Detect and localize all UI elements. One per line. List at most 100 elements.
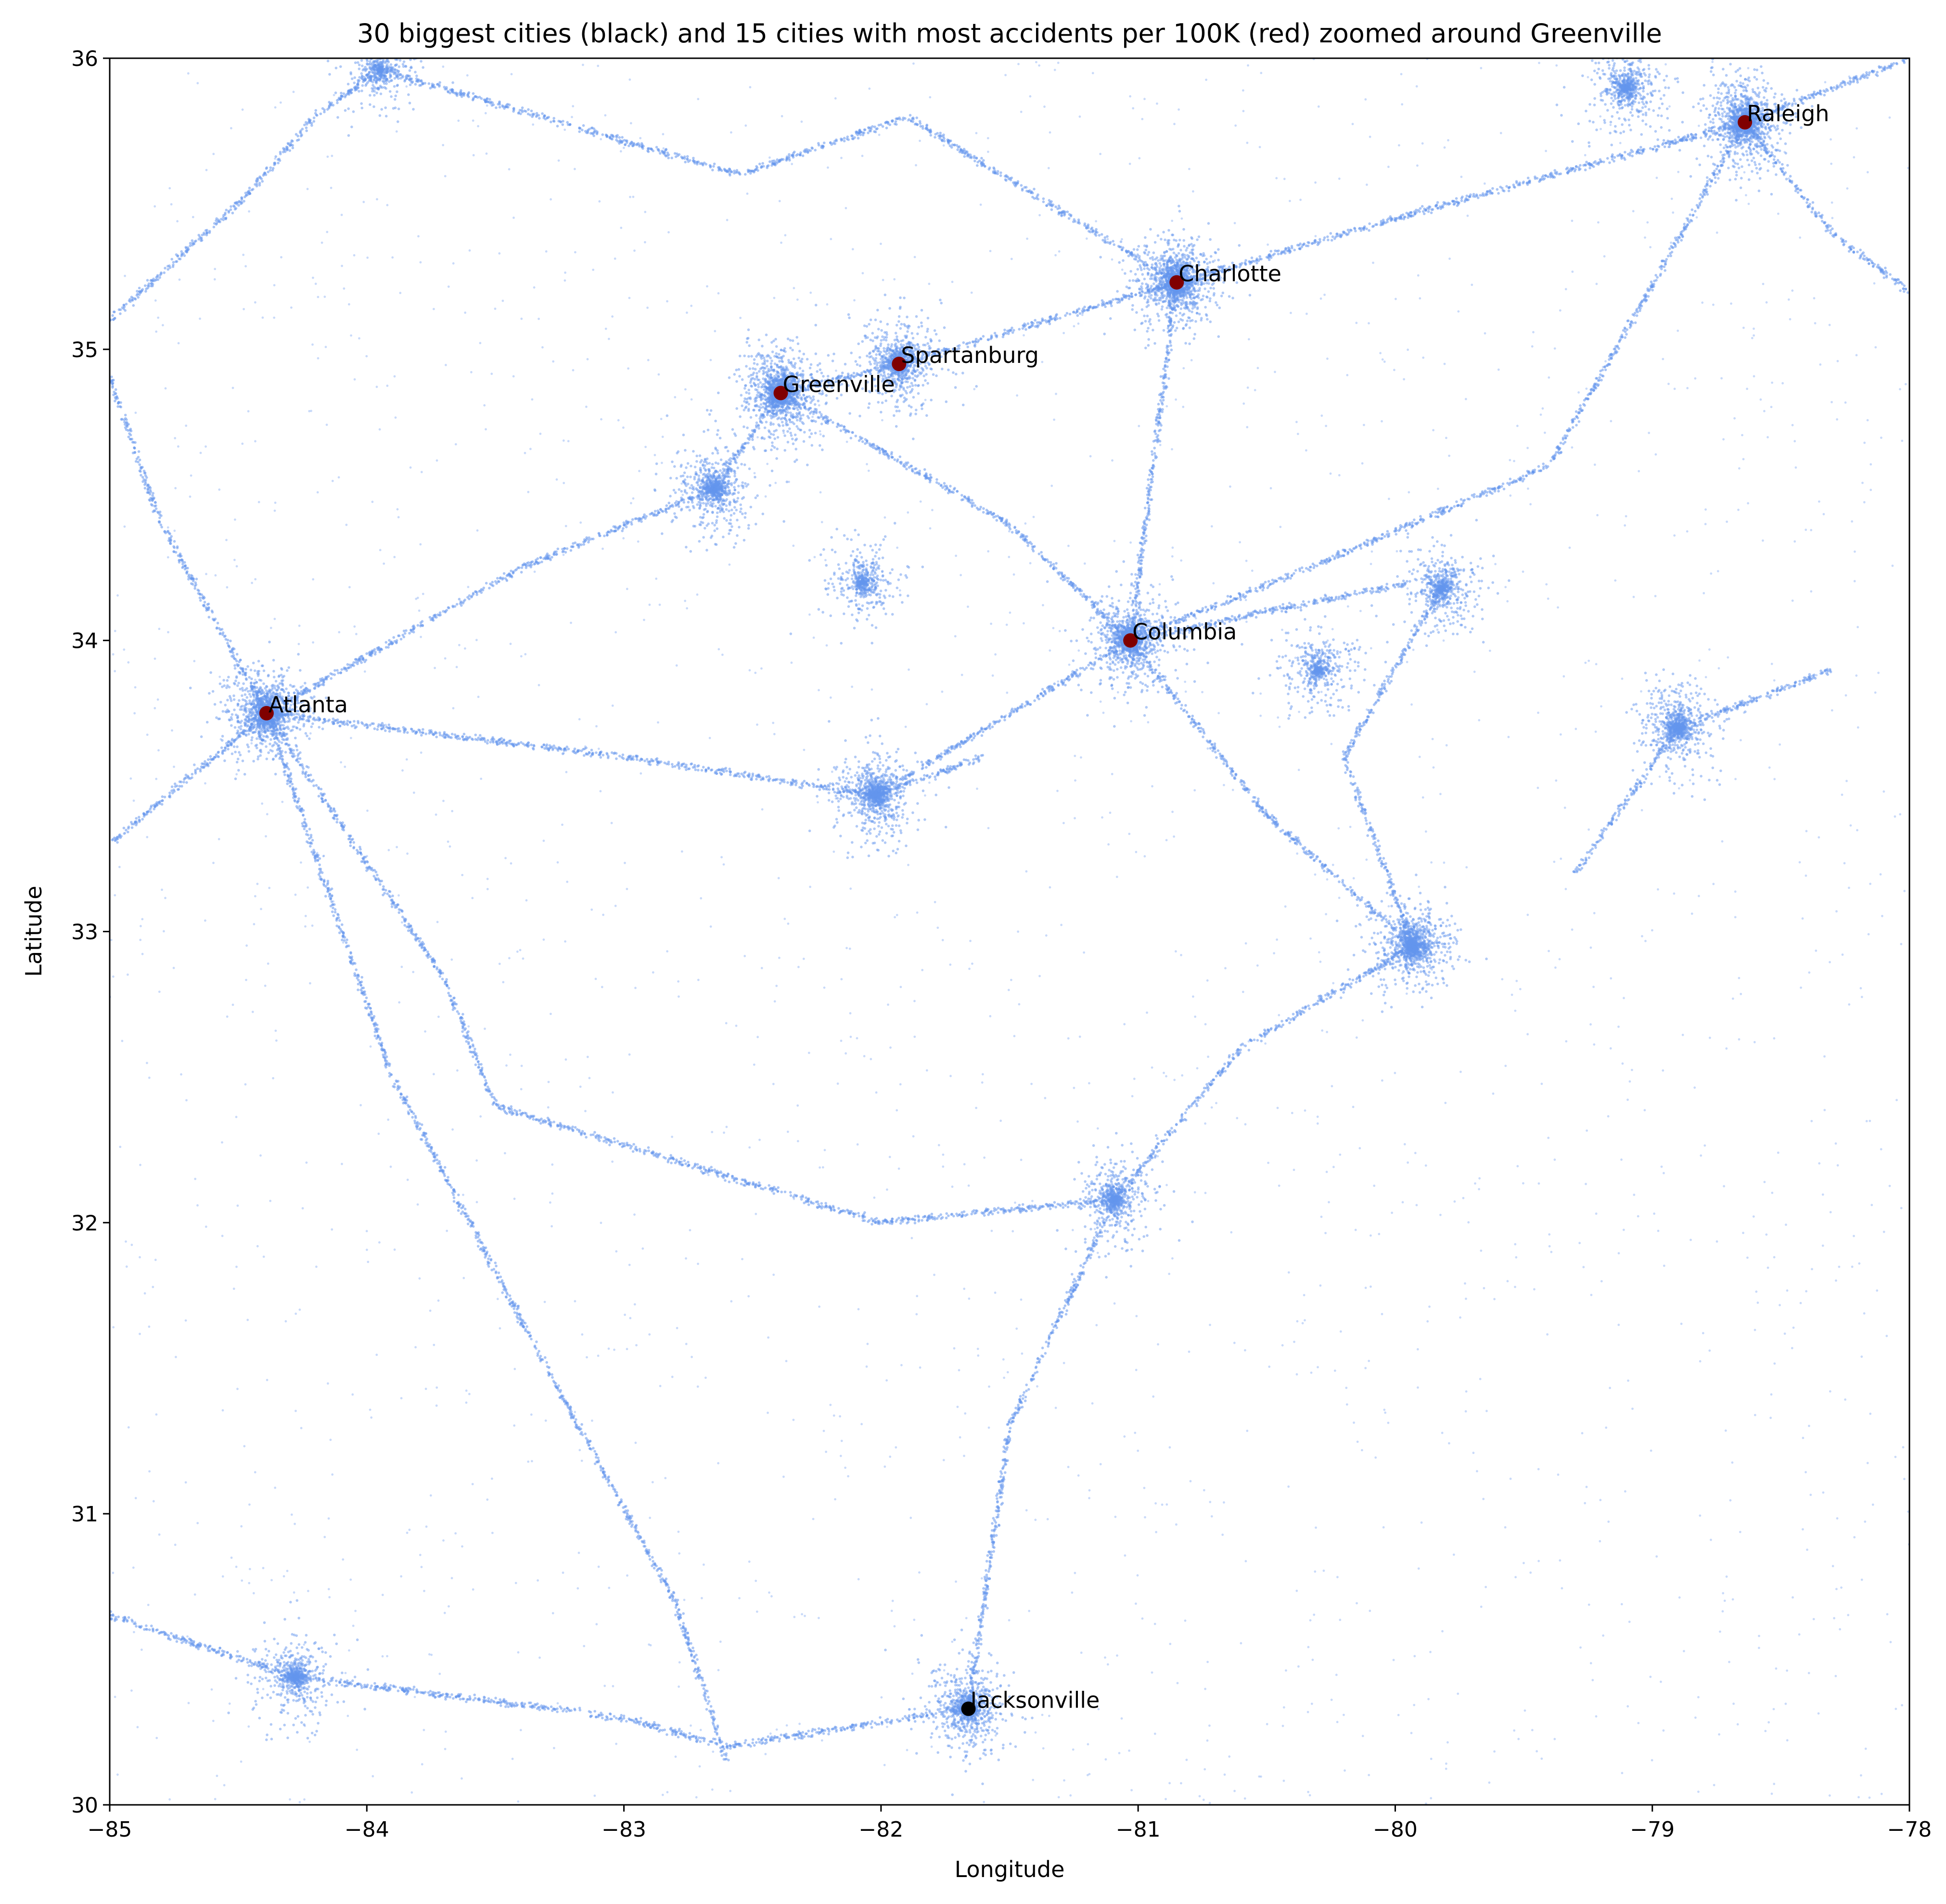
- accident-point: [1246, 426, 1248, 428]
- accident-point: [924, 794, 926, 797]
- accident-point: [256, 883, 259, 885]
- accident-point: [749, 669, 751, 671]
- accident-point: [395, 642, 398, 644]
- accident-point: [1610, 1047, 1612, 1050]
- accident-point: [485, 582, 488, 585]
- accident-point: [273, 317, 275, 319]
- accident-point: [539, 433, 542, 435]
- accident-point: [465, 1402, 468, 1404]
- accident-point: [185, 1319, 187, 1322]
- accident-point: [773, 733, 776, 735]
- accident-point: [1689, 138, 1691, 141]
- accident-point: [1889, 116, 1891, 119]
- accident-point: [1468, 195, 1471, 198]
- accident-point: [1173, 1079, 1176, 1081]
- accident-point: [887, 1003, 889, 1006]
- accident-point: [1882, 790, 1885, 793]
- accident-point: [990, 335, 993, 338]
- accident-point: [305, 127, 308, 129]
- accident-point: [171, 729, 173, 732]
- accident-point: [909, 1517, 912, 1519]
- accident-point: [1473, 670, 1476, 673]
- accident-point: [861, 155, 864, 157]
- accident-point: [911, 1672, 914, 1675]
- accident-point: [1609, 1387, 1611, 1389]
- accident-point: [1511, 994, 1513, 996]
- accident-point: [1876, 1289, 1878, 1292]
- accident-point: [545, 1419, 547, 1422]
- accident-point: [768, 160, 771, 163]
- accident-point: [1549, 176, 1552, 179]
- accident-point: [1049, 649, 1051, 652]
- accident-point: [1515, 1256, 1517, 1259]
- accident-point: [840, 978, 843, 980]
- accident-point: [608, 338, 610, 340]
- accident-point: [1569, 547, 1571, 549]
- accident-point: [907, 511, 909, 514]
- accident-point: [743, 955, 746, 957]
- accident-point: [1104, 306, 1107, 309]
- accident-point: [568, 123, 571, 126]
- accident-point: [1677, 136, 1680, 139]
- accident-point: [1829, 1390, 1831, 1393]
- accident-point: [1305, 449, 1307, 451]
- accident-point: [877, 367, 880, 370]
- accident-point: [477, 696, 480, 698]
- accident-point: [1165, 1184, 1168, 1186]
- accident-point: [1362, 229, 1365, 232]
- accident-point: [804, 1615, 806, 1617]
- accident-point: [1144, 855, 1146, 858]
- accident-point: [205, 169, 208, 171]
- accident-point: [851, 135, 854, 138]
- accident-point: [1144, 292, 1147, 295]
- accident-point: [1064, 314, 1067, 317]
- accident-point: [627, 144, 630, 147]
- accident-point: [283, 1575, 285, 1578]
- accident-point: [839, 1415, 841, 1417]
- accident-point: [347, 91, 350, 94]
- accident-point: [1680, 1323, 1683, 1325]
- accident-point: [664, 1477, 666, 1479]
- accident-point: [818, 1306, 820, 1308]
- accident-point: [303, 1798, 306, 1801]
- accident-point: [1775, 1667, 1778, 1670]
- accident-point: [306, 1161, 308, 1164]
- accident-point: [1137, 1574, 1139, 1577]
- accident-point: [1542, 174, 1545, 177]
- accident-point: [1123, 1435, 1126, 1438]
- accident-point: [122, 304, 125, 307]
- accident-point: [1496, 188, 1499, 191]
- accident-point: [837, 1082, 839, 1085]
- accident-point: [1297, 1665, 1300, 1668]
- accident-point: [1036, 321, 1039, 324]
- accident-point: [995, 334, 998, 337]
- accident-point: [642, 515, 645, 518]
- accident-point: [353, 254, 356, 257]
- accident-point: [665, 148, 667, 151]
- accident-point: [1624, 524, 1626, 527]
- accident-point: [834, 97, 837, 100]
- accident-point: [293, 1591, 295, 1594]
- accident-point: [1848, 1003, 1850, 1006]
- accident-point: [1206, 1739, 1209, 1742]
- accident-point: [445, 1731, 447, 1733]
- accident-point: [830, 696, 832, 699]
- accident-point: [1382, 359, 1384, 361]
- accident-point: [1441, 1630, 1444, 1633]
- accident-point: [1443, 640, 1445, 642]
- accident-point: [196, 82, 199, 84]
- accident-point: [1434, 205, 1437, 207]
- accident-point: [1895, 1099, 1898, 1101]
- accident-point: [352, 664, 355, 667]
- accident-point: [1465, 1410, 1467, 1413]
- accident-point: [245, 979, 247, 981]
- accident-point: [1232, 789, 1234, 791]
- accident-point: [1848, 887, 1850, 889]
- accident-point: [1410, 703, 1413, 706]
- accident-point: [553, 1747, 555, 1750]
- accident-point: [157, 749, 160, 752]
- accident-point: [1384, 1412, 1386, 1414]
- accident-point: [926, 124, 929, 127]
- accident-point: [1560, 858, 1562, 860]
- accident-point: [663, 147, 665, 150]
